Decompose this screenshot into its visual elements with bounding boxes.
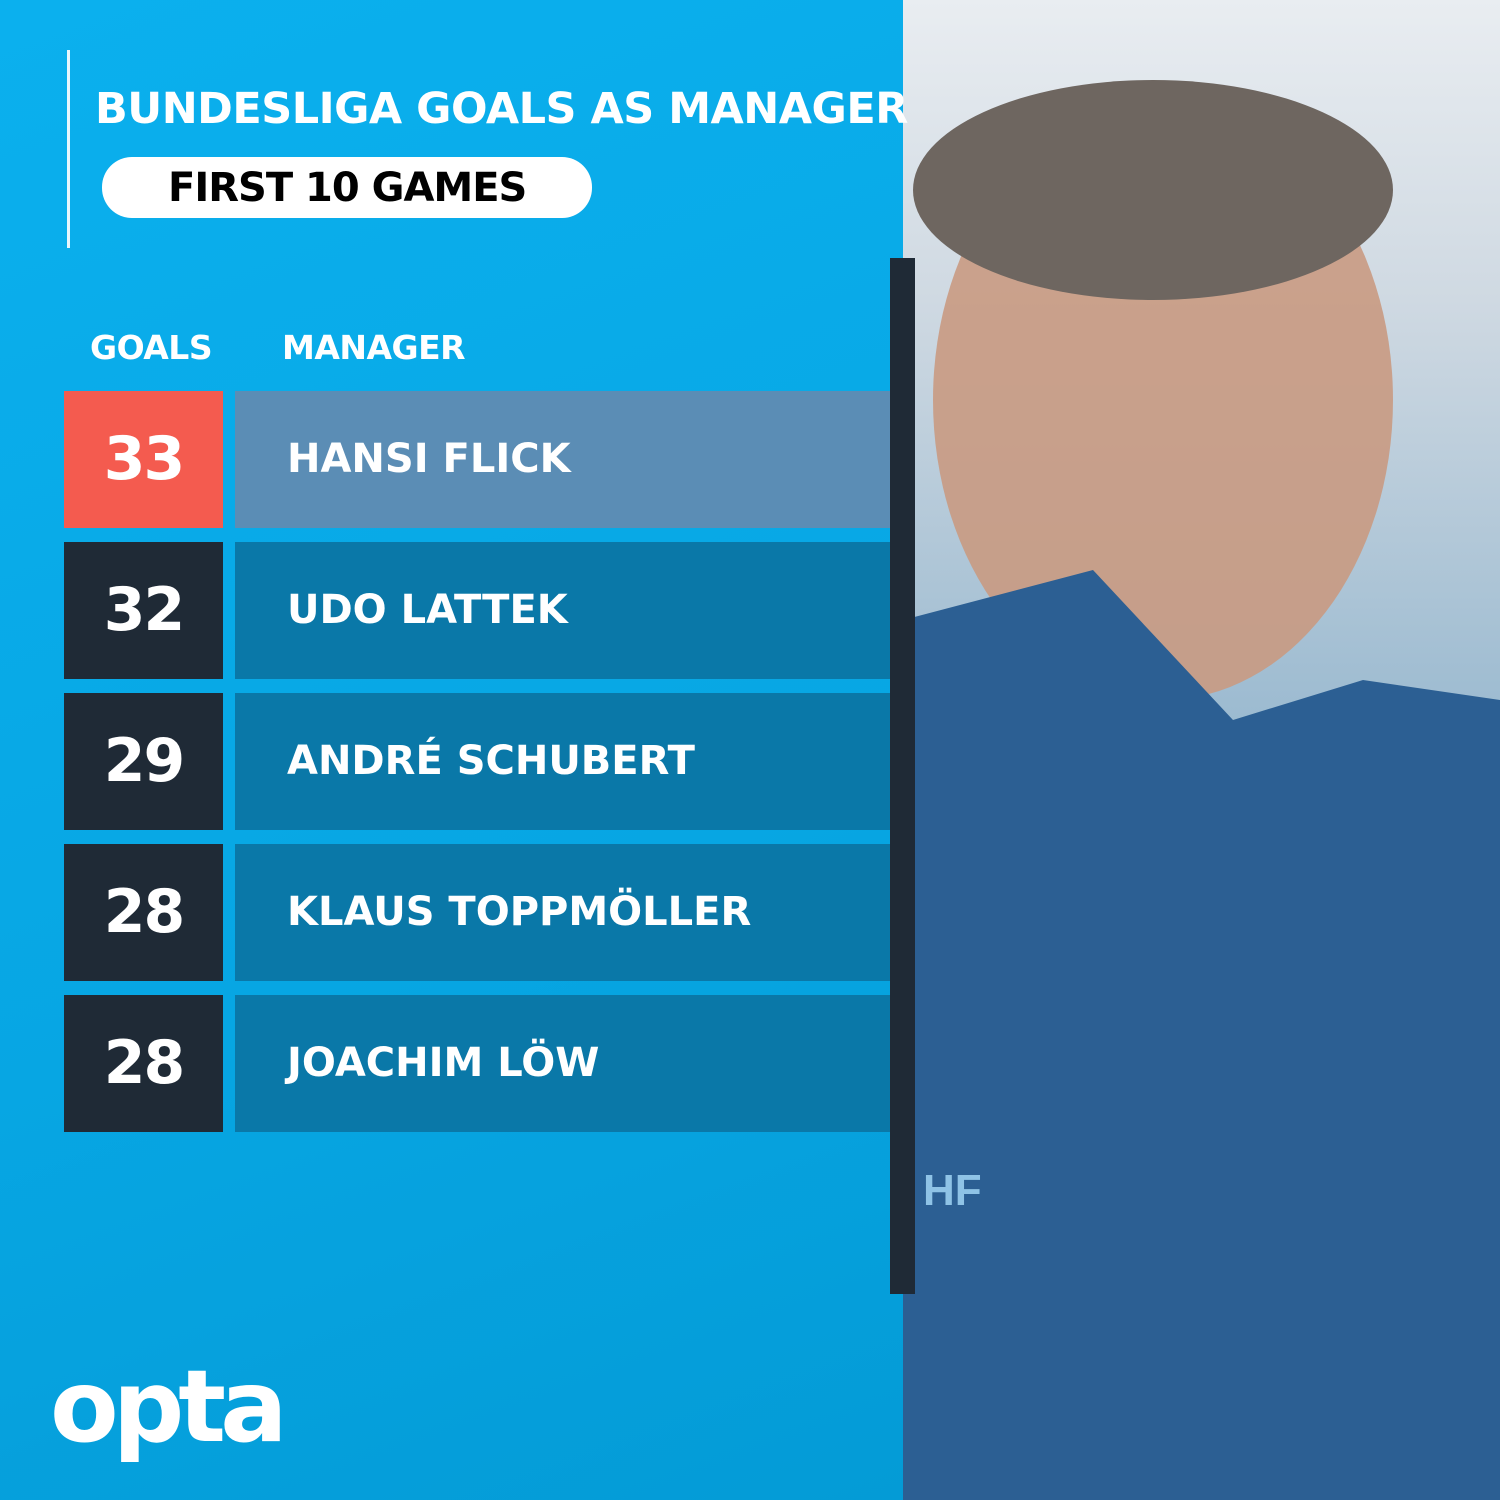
manager-name: HANSI FLICK: [235, 391, 890, 528]
subtitle-pill: FIRST 10 GAMES: [102, 157, 592, 218]
manager-photo: HF: [903, 0, 1500, 1500]
manager-portrait-icon: HF: [903, 80, 1500, 1500]
divider-bar: [890, 258, 915, 1294]
goals-value: 29: [64, 693, 223, 830]
manager-name: UDO LATTEK: [235, 542, 890, 679]
manager-name: KLAUS TOPPMÖLLER: [235, 844, 890, 981]
table-row: 33 HANSI FLICK: [64, 391, 890, 528]
column-header-manager: MANAGER: [282, 328, 466, 367]
goals-value: 33: [64, 391, 223, 528]
table-row: 29 ANDRÉ SCHUBERT: [64, 693, 890, 830]
goals-value: 32: [64, 542, 223, 679]
manager-name: ANDRÉ SCHUBERT: [235, 693, 890, 830]
column-header-goals: GOALS: [90, 328, 213, 367]
title-rule: [67, 50, 70, 248]
table-row: 32 UDO LATTEK: [64, 542, 890, 679]
table-row: 28 KLAUS TOPPMÖLLER: [64, 844, 890, 981]
table-row: 28 JOACHIM LÖW: [64, 995, 890, 1132]
goals-value: 28: [64, 844, 223, 981]
chart-subtitle: FIRST 10 GAMES: [168, 165, 527, 211]
chart-title: BUNDESLIGA GOALS AS MANAGER: [95, 84, 908, 134]
manager-name: JOACHIM LÖW: [235, 995, 890, 1132]
goals-value: 28: [64, 995, 223, 1132]
opta-logo: opta: [50, 1348, 288, 1465]
jacket-initials: HF: [923, 1166, 982, 1215]
